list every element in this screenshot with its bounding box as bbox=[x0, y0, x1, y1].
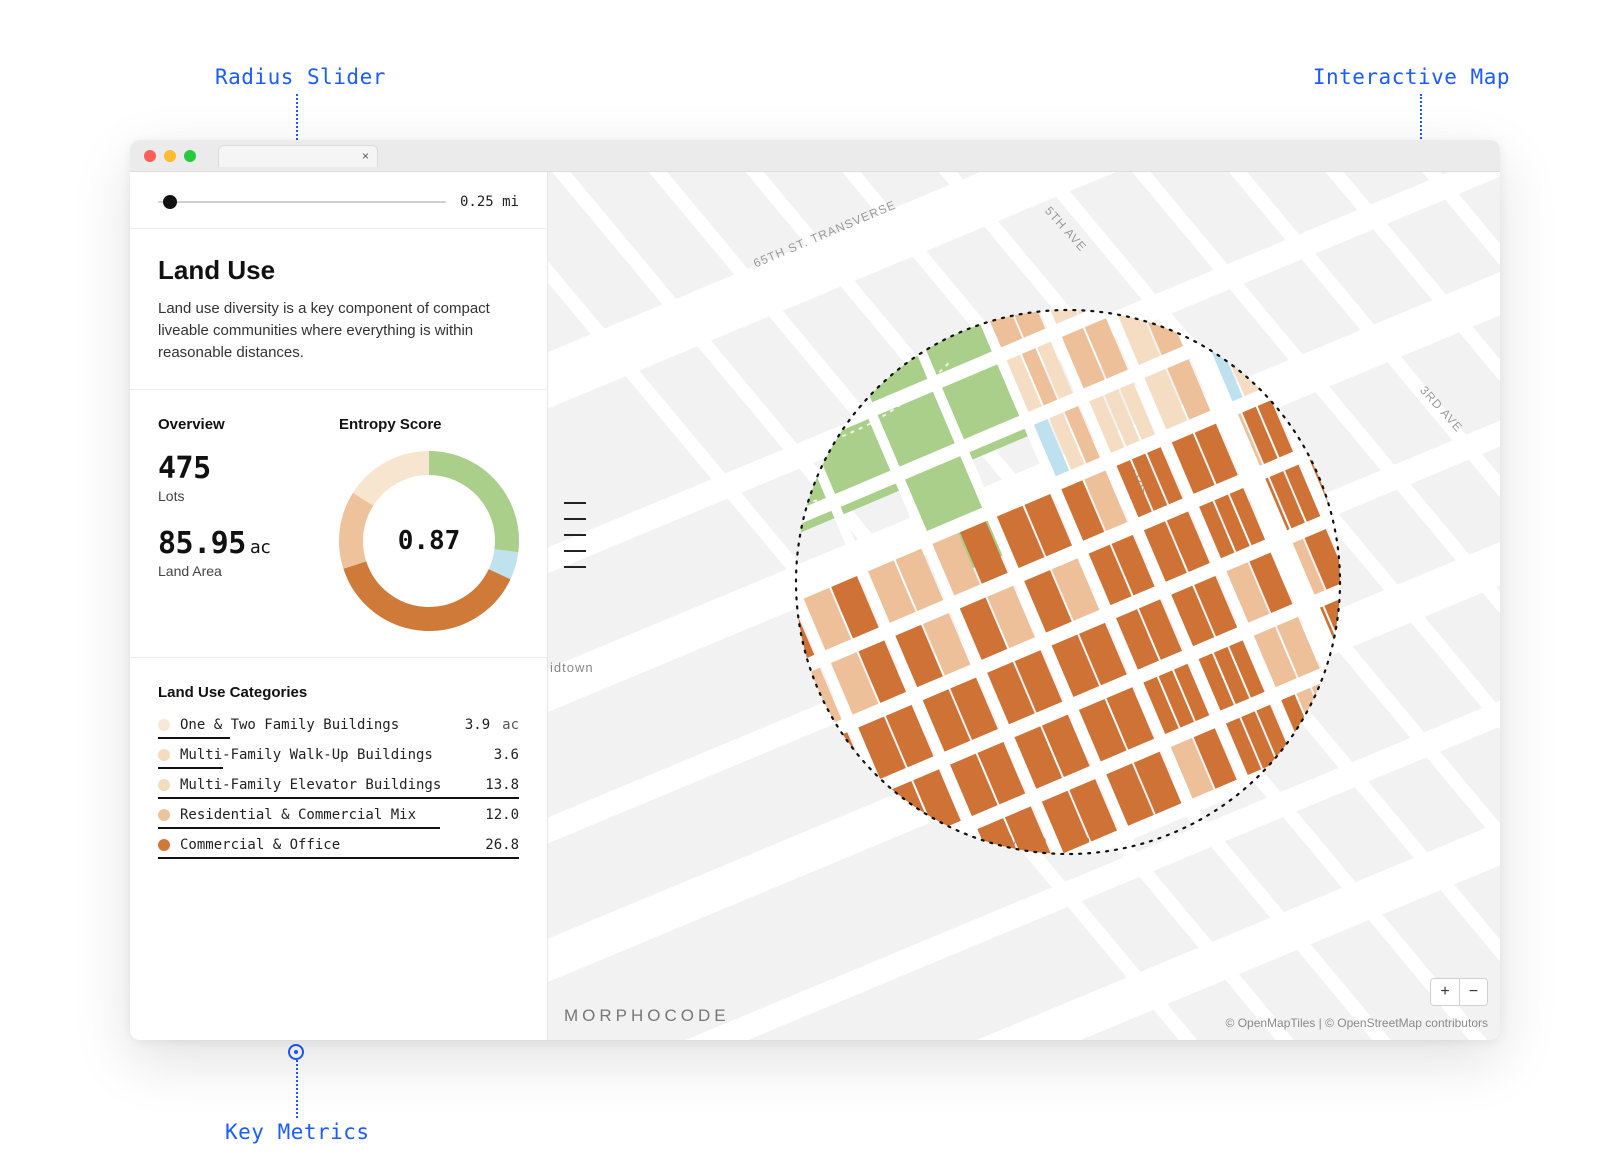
zoom-in-button[interactable]: + bbox=[1431, 979, 1459, 1005]
section-intro: Land Use Land use diversity is a key com… bbox=[130, 229, 547, 390]
category-value: 13.8 bbox=[485, 777, 519, 793]
layer-nav-item[interactable] bbox=[564, 534, 586, 536]
lots-label: Lots bbox=[158, 488, 319, 504]
interactive-map[interactable]: 65TH ST. TRANSVERSE 5TH AVE 3RD AVE PARK… bbox=[548, 172, 1500, 1040]
layer-nav-item[interactable] bbox=[564, 518, 586, 520]
section-categories: Land Use Categories One & Two Family Bui… bbox=[130, 658, 547, 885]
category-value: 12.0 bbox=[485, 807, 519, 823]
category-swatch bbox=[158, 839, 170, 851]
browser-window: × 0.25 mi Land Use Land use diversity is… bbox=[130, 140, 1500, 1040]
category-bar bbox=[158, 827, 440, 829]
radius-slider-thumb[interactable] bbox=[163, 195, 177, 209]
category-value: 26.8 bbox=[485, 837, 519, 853]
browser-titlebar: × bbox=[130, 140, 1500, 172]
zoom-control: + − bbox=[1430, 978, 1488, 1006]
category-bar bbox=[158, 767, 223, 769]
callout-radius-slider: Radius Slider bbox=[215, 65, 386, 89]
radius-slider-row: 0.25 mi bbox=[130, 172, 547, 229]
category-name: One & Two Family Buildings bbox=[180, 717, 455, 733]
map-label-midtown-side: idtown bbox=[550, 660, 594, 675]
layer-navigation bbox=[564, 502, 586, 568]
category-swatch bbox=[158, 779, 170, 791]
category-name: Commercial & Office bbox=[180, 837, 475, 853]
zoom-out-button[interactable]: − bbox=[1459, 979, 1487, 1005]
category-swatch bbox=[158, 719, 170, 731]
entropy-column: Entropy Score 0.87 bbox=[339, 416, 519, 631]
section-stats: Overview 475 Lots 85.95ac Land Area Entr… bbox=[130, 390, 547, 658]
traffic-light-close[interactable] bbox=[144, 150, 156, 162]
category-item[interactable]: Multi-Family Elevator Buildings 13.8 bbox=[158, 777, 519, 799]
map-attribution: © OpenMapTiles | © OpenStreetMap contrib… bbox=[1226, 1016, 1488, 1030]
categories-list: One & Two Family Buildings3.9acMulti-Fam… bbox=[158, 717, 519, 859]
traffic-light-minimize[interactable] bbox=[164, 150, 176, 162]
category-value: 3.9 bbox=[465, 717, 490, 733]
entropy-value: 0.87 bbox=[339, 451, 519, 631]
panel-description: Land use diversity is a key component of… bbox=[158, 298, 519, 363]
area-value: 85.95ac bbox=[158, 526, 319, 561]
panel-title: Land Use bbox=[158, 255, 519, 286]
category-bar bbox=[158, 857, 519, 859]
category-bar bbox=[158, 797, 519, 799]
entropy-label: Entropy Score bbox=[339, 416, 519, 433]
traffic-light-zoom[interactable] bbox=[184, 150, 196, 162]
category-item[interactable]: Commercial & Office 26.8 bbox=[158, 837, 519, 859]
category-swatch bbox=[158, 809, 170, 821]
category-swatch bbox=[158, 749, 170, 761]
category-item[interactable]: Residential & Commercial Mix 12.0 bbox=[158, 807, 519, 829]
callout-interactive-map: Interactive Map bbox=[1313, 65, 1510, 89]
category-name: Multi-Family Walk-Up Buildings bbox=[180, 747, 484, 763]
layer-nav-item[interactable] bbox=[564, 502, 586, 504]
entropy-donut-chart: 0.87 bbox=[339, 451, 519, 631]
app-root: 0.25 mi Land Use Land use diversity is a… bbox=[130, 172, 1500, 1040]
overview-column: Overview 475 Lots 85.95ac Land Area bbox=[158, 416, 319, 631]
sidebar: 0.25 mi Land Use Land use diversity is a… bbox=[130, 172, 548, 1040]
overview-label: Overview bbox=[158, 416, 319, 433]
draggable-pedshed[interactable] bbox=[788, 302, 1348, 862]
lots-value: 475 bbox=[158, 451, 319, 486]
map-brand: MORPHOCODE bbox=[564, 1006, 730, 1026]
category-value: 3.6 bbox=[494, 747, 519, 763]
pedshed-svg bbox=[788, 302, 1348, 862]
category-item[interactable]: Multi-Family Walk-Up Buildings 3.6 bbox=[158, 747, 519, 769]
category-item[interactable]: One & Two Family Buildings3.9ac bbox=[158, 717, 519, 739]
area-label: Land Area bbox=[158, 563, 319, 579]
callout-dot bbox=[288, 1044, 304, 1060]
category-bar bbox=[158, 737, 230, 739]
browser-tab[interactable]: × bbox=[218, 145, 378, 167]
categories-title: Land Use Categories bbox=[158, 684, 519, 701]
callout-line bbox=[296, 1060, 298, 1118]
category-name: Multi-Family Elevator Buildings bbox=[180, 777, 475, 793]
radius-slider[interactable] bbox=[158, 201, 446, 203]
layer-nav-item[interactable] bbox=[564, 566, 586, 568]
layer-nav-item[interactable] bbox=[564, 550, 586, 552]
callout-key-metrics: Key Metrics bbox=[225, 1120, 370, 1144]
radius-slider-value: 0.25 mi bbox=[460, 194, 519, 210]
tab-close-icon[interactable]: × bbox=[362, 149, 369, 163]
category-name: Residential & Commercial Mix bbox=[180, 807, 475, 823]
